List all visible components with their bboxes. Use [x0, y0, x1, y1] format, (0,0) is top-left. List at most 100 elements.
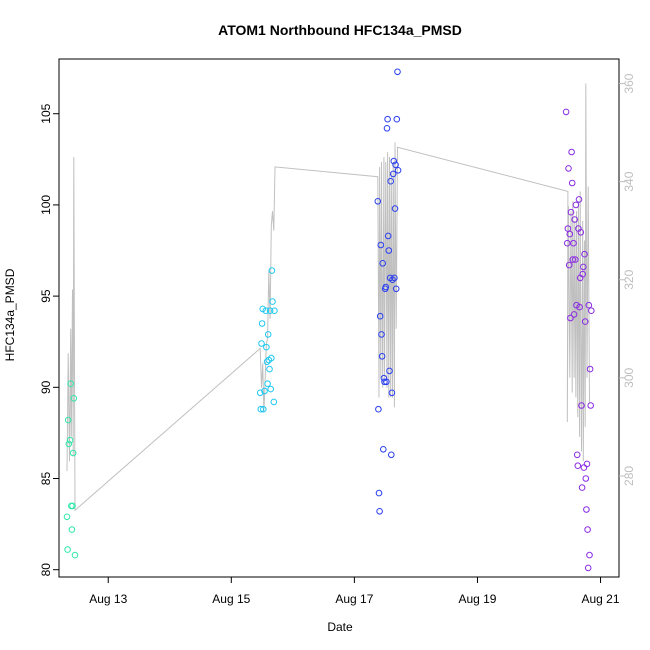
data-point-s2-9 [380, 446, 387, 453]
y-tick-label-95: 95 [39, 289, 53, 303]
x-tick-label-0: Aug 13 [89, 592, 127, 606]
chart-title: ATOM1 Northbound HFC134a_PMSD [218, 22, 462, 38]
right-tick-label-320: 320 [622, 269, 636, 289]
data-point-s1-10 [264, 380, 271, 388]
data-point-s2-18 [385, 247, 393, 254]
data-point-s0-1 [64, 546, 71, 553]
data-point-s0-9 [69, 449, 77, 457]
data-point-s2-16 [384, 115, 391, 123]
data-point-s3-30 [581, 318, 589, 325]
data-point-s1-5 [260, 405, 267, 413]
data-point-s0-2 [64, 416, 72, 424]
data-point-s3-32 [583, 506, 590, 513]
data-point-s1-0 [256, 389, 264, 397]
right-tick-label-300: 300 [622, 368, 636, 388]
data-point-s1-3 [258, 320, 266, 327]
data-point-s3-33 [583, 460, 591, 468]
data-point-s1-7 [262, 307, 270, 315]
right-tick-label-340: 340 [622, 171, 636, 191]
data-point-s2-6 [378, 331, 385, 338]
data-point-s2-7 [378, 353, 386, 360]
data-point-s2-32 [394, 68, 401, 76]
data-point-s2-4 [376, 312, 384, 320]
data-point-s2-28 [391, 205, 399, 212]
data-point-s2-1 [375, 405, 382, 413]
data-point-s3-39 [587, 402, 595, 409]
x-axis-label: Date [327, 620, 353, 634]
y-tick-label-105: 105 [39, 103, 53, 123]
data-point-s0-5 [67, 380, 74, 388]
data-point-s2-22 [388, 451, 395, 459]
right-tick-label-280: 280 [622, 466, 636, 486]
data-point-s2-30 [392, 285, 400, 293]
data-point-s2-5 [377, 241, 385, 249]
data-point-s2-29 [392, 161, 399, 169]
data-point-s3-40 [588, 307, 595, 315]
y-tick-label-90: 90 [39, 380, 53, 394]
data-point-s1-9 [263, 358, 271, 366]
data-point-s2-19 [386, 367, 393, 375]
data-point-s2-17 [384, 232, 392, 240]
data-point-s3-34 [584, 526, 591, 533]
data-point-s3-26 [579, 270, 587, 278]
plot-layer: 80 85 90 95 100 105 Aug 13 Aug 15 Aug 17 Aug 19 Au… [39, 58, 636, 606]
data-point-s2-26 [390, 157, 398, 165]
data-point-s3-24 [578, 402, 585, 409]
y-tick-label-85: 85 [39, 472, 53, 486]
series-line-right-axis [66, 83, 590, 512]
data-point-s3-18 [574, 462, 582, 470]
data-point-s3-23 [577, 229, 585, 236]
data-point-s3-4 [565, 261, 573, 269]
data-point-s3-37 [586, 551, 593, 559]
data-point-s3-20 [575, 196, 583, 203]
data-point-s3-14 [572, 256, 579, 263]
data-point-s3-9 [568, 179, 576, 187]
x-tick-label-3: Aug 19 [458, 592, 496, 606]
data-point-s2-3 [376, 508, 383, 515]
data-point-s2-8 [379, 260, 387, 267]
data-point-s2-13 [382, 283, 390, 291]
data-point-s3-35 [584, 564, 592, 572]
data-point-s1-16 [268, 354, 275, 362]
data-point-s3-8 [568, 148, 575, 156]
data-point-s1-15 [267, 385, 275, 393]
data-point-s2-23 [388, 389, 396, 397]
data-point-s3-21 [576, 303, 583, 311]
data-point-s0-4 [66, 436, 74, 444]
y-axis-label: HFC134a_PMSD [3, 268, 17, 361]
data-point-s3-28 [580, 464, 588, 471]
data-point-s2-21 [387, 177, 395, 185]
data-point-s1-8 [263, 343, 270, 351]
data-point-s3-27 [580, 263, 587, 271]
data-point-s1-11 [264, 331, 272, 338]
data-point-s2-2 [375, 489, 383, 497]
data-point-s1-13 [266, 365, 273, 373]
data-point-s3-0 [562, 108, 570, 116]
data-point-s3-7 [567, 208, 575, 216]
data-point-s3-36 [585, 301, 593, 309]
plot-frame [58, 58, 620, 578]
y-tick-label-100: 100 [39, 195, 53, 215]
data-point-s0-10 [70, 395, 78, 402]
data-point-s1-17 [268, 267, 276, 274]
data-point-s2-27 [391, 274, 398, 282]
data-point-s1-18 [269, 298, 276, 305]
data-point-s2-0 [374, 198, 382, 205]
x-tick-label-4: Aug 21 [582, 592, 620, 606]
data-point-s2-11 [381, 378, 388, 386]
data-point-s0-8 [69, 502, 76, 510]
data-point-s1-1 [257, 405, 265, 413]
x-tick-label-2: Aug 17 [335, 592, 373, 606]
data-point-s2-33 [394, 167, 402, 174]
data-point-s1-2 [258, 340, 265, 347]
data-point-s2-31 [393, 115, 401, 123]
data-point-s2-24 [389, 276, 396, 284]
right-tick-label-360: 360 [622, 73, 636, 93]
data-point-s3-11 [570, 239, 577, 247]
data-point-s3-2 [564, 225, 572, 232]
data-point-s0-3 [65, 440, 73, 448]
y-tick-label-80: 80 [39, 563, 53, 577]
data-point-s3-29 [581, 250, 588, 258]
